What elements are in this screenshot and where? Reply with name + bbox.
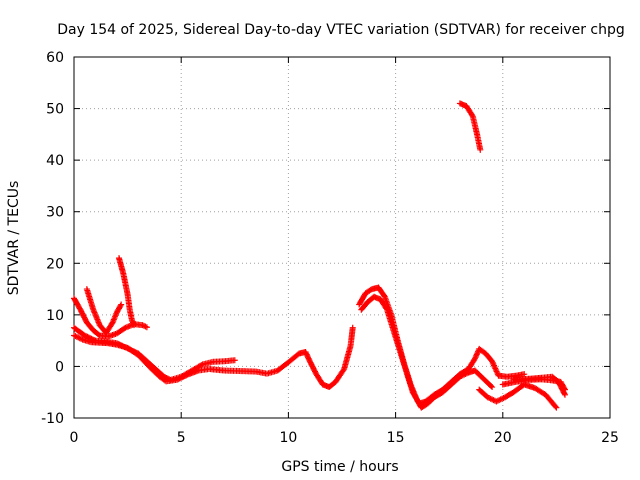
y-tick-label: 20 bbox=[46, 256, 64, 272]
x-tick-label: 5 bbox=[177, 430, 186, 446]
y-tick-label: -10 bbox=[41, 411, 64, 427]
series-track-4 bbox=[83, 286, 125, 336]
y-tick-label: 40 bbox=[46, 153, 64, 169]
x-tick-label: 15 bbox=[387, 430, 405, 446]
series-track-10 bbox=[510, 373, 568, 398]
series-track-6 bbox=[356, 284, 496, 411]
series-markers bbox=[71, 324, 356, 391]
y-tick-label: 30 bbox=[46, 205, 64, 221]
chart-title: Day 154 of 2025, Sidereal Day-to-day VTE… bbox=[57, 22, 625, 38]
series-track-8 bbox=[476, 381, 560, 411]
series-markers bbox=[356, 284, 496, 411]
y-tick-label: 0 bbox=[55, 359, 64, 375]
x-tick-label: 20 bbox=[494, 430, 512, 446]
y-tick-label: 50 bbox=[46, 102, 64, 118]
x-tick-label: 25 bbox=[601, 430, 619, 446]
x-tick-label: 0 bbox=[70, 430, 79, 446]
series-track-3 bbox=[71, 324, 356, 391]
series-markers bbox=[510, 373, 568, 398]
plot-frame bbox=[73, 56, 611, 419]
series-markers bbox=[476, 381, 560, 411]
series-markers bbox=[358, 293, 528, 407]
series-markers bbox=[71, 295, 150, 340]
series-track-7 bbox=[358, 293, 528, 407]
y-tick-label: 60 bbox=[46, 50, 64, 66]
series-markers bbox=[116, 255, 138, 329]
axes: 0 5 10 15 20 25 -10 0 10 20 30 40 50 60 bbox=[41, 50, 619, 446]
x-axis-label: GPS time / hours bbox=[281, 459, 398, 475]
y-tick-label: 10 bbox=[46, 308, 64, 324]
series-track-11 bbox=[456, 100, 484, 153]
y-axis-label: SDTVAR / TECUs bbox=[6, 181, 22, 296]
grid bbox=[74, 57, 610, 418]
series-markers bbox=[83, 286, 125, 336]
x-tick-label: 10 bbox=[279, 430, 297, 446]
data-marks bbox=[71, 100, 568, 411]
series-track-1 bbox=[71, 295, 150, 340]
series-markers bbox=[456, 100, 484, 153]
series-track-5 bbox=[116, 255, 138, 329]
